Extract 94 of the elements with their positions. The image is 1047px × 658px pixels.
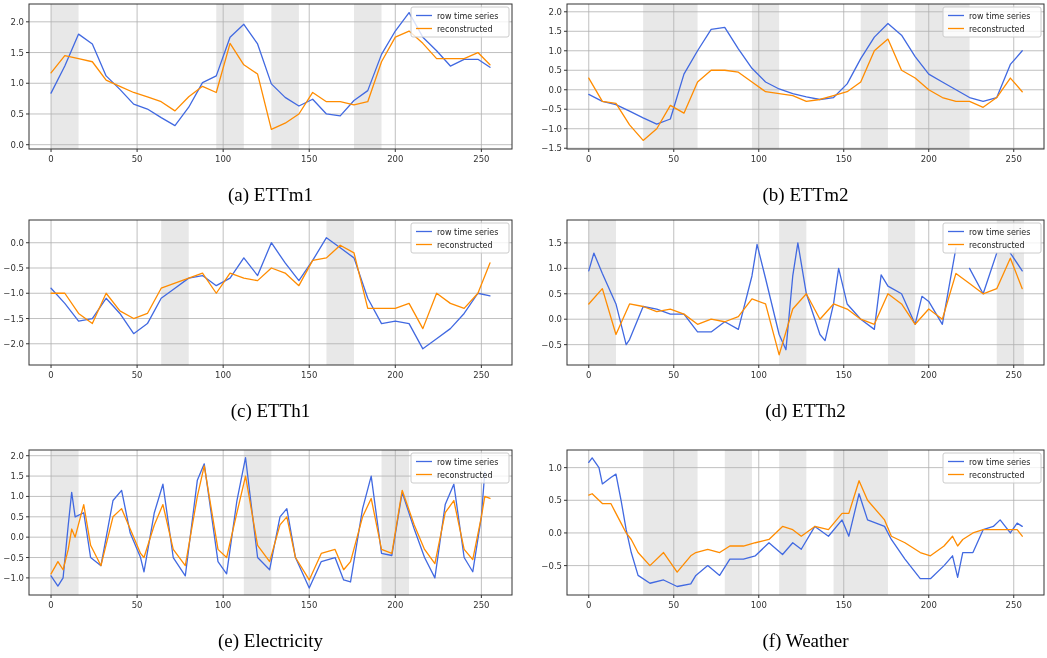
x-tick-label: 250 [1005, 600, 1022, 610]
legend-label: reconstructed [969, 470, 1025, 480]
y-tick-label: 2.0 [548, 6, 562, 17]
x-tick-label: 250 [473, 154, 490, 164]
text: (a) ETTm1 [228, 184, 313, 206]
y-tick-label: 1.5 [548, 237, 562, 248]
y-tick-label: −1.5 [3, 313, 24, 324]
x-tick-label: 150 [835, 600, 852, 610]
x-tick-label: 150 [301, 370, 318, 380]
x-tick-label: 50 [668, 154, 680, 164]
x-tick-label: 150 [301, 154, 318, 164]
x-tick-label: 200 [387, 370, 404, 380]
y-tick-label: 1.5 [548, 26, 562, 37]
x-tick-label: 100 [215, 600, 232, 610]
y-tick-label: −0.5 [3, 263, 24, 273]
y-tick-label: 1.0 [548, 462, 562, 473]
y-tick-label: −1.0 [3, 572, 24, 583]
line-series [588, 38, 1023, 142]
legend-label: row time series [437, 11, 499, 21]
x-tick-label: 250 [473, 600, 490, 610]
x-tick-label: 100 [215, 370, 232, 380]
y-tick-label: 0.5 [10, 108, 24, 119]
y-tick-label: 0.5 [548, 288, 562, 299]
line-series [50, 30, 491, 130]
y-tick-label: −0.5 [541, 339, 562, 350]
y-tick-label: −0.5 [3, 552, 24, 563]
text: (f) Weather [762, 630, 850, 652]
x-tick-label: 250 [1005, 370, 1022, 380]
y-tick-label: −1.0 [541, 123, 562, 134]
y-tick-label: −2.0 [3, 338, 24, 349]
text: (b) ETTm2 [762, 184, 849, 206]
y-tick-label: 0.5 [10, 511, 24, 522]
x-tick-label: 0 [586, 370, 592, 380]
x-tick-label: 0 [48, 370, 54, 380]
x-tick-label: 0 [48, 154, 54, 164]
line-series [50, 237, 491, 350]
text: (e) Electricity [218, 630, 324, 652]
y-tick-label: 2.0 [10, 16, 24, 27]
legend-label: reconstructed [437, 240, 493, 250]
x-tick-label: 100 [750, 370, 767, 380]
x-tick-label: 150 [835, 370, 852, 380]
legend-label: reconstructed [969, 24, 1025, 34]
line-series [588, 257, 1023, 356]
x-tick-label: 0 [48, 600, 54, 610]
y-tick-label: 0.0 [10, 532, 24, 543]
y-tick-label: 0.5 [548, 65, 562, 76]
x-tick-label: 150 [835, 154, 852, 164]
y-tick-label: 2.0 [10, 450, 24, 461]
y-tick-label: −0.5 [541, 104, 562, 115]
text: (d) ETTh2 [765, 400, 846, 422]
y-tick-label: 0.0 [548, 84, 562, 95]
y-tick-label: 0.0 [10, 139, 24, 150]
x-tick-label: 50 [131, 600, 143, 610]
x-tick-label: 100 [750, 600, 767, 610]
x-tick-label: 0 [586, 600, 592, 610]
y-tick-label: −0.5 [541, 560, 562, 571]
y-tick-label: −1.0 [3, 288, 24, 299]
legend-label: row time series [437, 227, 499, 237]
x-tick-label: 200 [387, 154, 404, 164]
line-series [588, 480, 1023, 573]
y-tick-label: 0.5 [548, 495, 562, 506]
y-tick-label: 0.0 [548, 314, 562, 325]
y-tick-label: 0.0 [548, 527, 562, 538]
legend-label: row time series [969, 227, 1031, 237]
legend-label: row time series [437, 457, 499, 467]
x-tick-label: 200 [920, 370, 937, 380]
legend-label: reconstructed [437, 24, 493, 34]
y-tick-label: 0.0 [10, 237, 24, 248]
y-tick-label: 1.0 [10, 78, 24, 89]
x-tick-label: 200 [920, 600, 937, 610]
legend-label: reconstructed [437, 470, 493, 480]
x-tick-label: 150 [301, 600, 318, 610]
y-tick-label: 1.5 [10, 471, 24, 482]
legend-label: row time series [969, 457, 1031, 467]
legend-label: reconstructed [969, 240, 1025, 250]
line-series [588, 22, 1023, 125]
x-tick-label: 50 [668, 370, 680, 380]
legend-label: row time series [969, 11, 1031, 21]
x-tick-label: 250 [1005, 154, 1022, 164]
text: (c) ETTh1 [230, 400, 311, 422]
x-tick-label: 100 [750, 154, 767, 164]
x-tick-label: 250 [473, 370, 490, 380]
x-tick-label: 50 [131, 154, 143, 164]
y-tick-label: 1.5 [10, 47, 24, 58]
x-tick-label: 200 [387, 600, 404, 610]
x-tick-label: 200 [920, 154, 937, 164]
y-tick-label: 1.0 [548, 263, 562, 274]
x-tick-label: 50 [131, 370, 143, 380]
x-tick-label: 50 [668, 600, 680, 610]
x-tick-label: 100 [215, 154, 232, 164]
y-tick-label: 1.0 [10, 491, 24, 502]
x-tick-label: 0 [586, 154, 592, 164]
y-tick-label: 1.0 [548, 45, 562, 56]
y-tick-label: −1.5 [541, 143, 562, 154]
